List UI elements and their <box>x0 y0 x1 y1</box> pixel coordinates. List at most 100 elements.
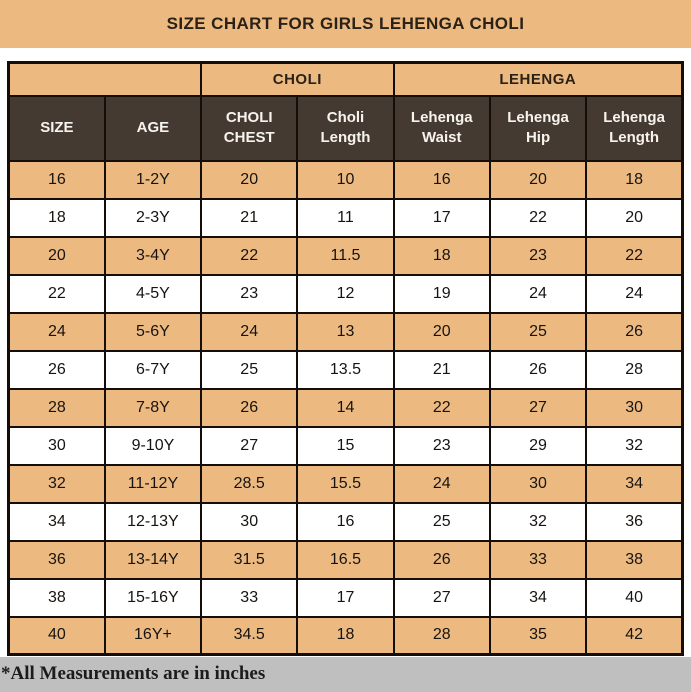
column-header: CHOLI CHEST <box>200 94 299 162</box>
column-header: SIZE <box>7 94 106 162</box>
table-cell: 23 <box>392 425 491 466</box>
table-cell: 22 <box>200 235 299 276</box>
table-cell: 32 <box>488 501 588 542</box>
table-cell: 36 <box>7 539 106 580</box>
table-cell: 14 <box>296 387 395 428</box>
table-cell: 15 <box>296 425 395 466</box>
table-cell: 25 <box>392 501 491 542</box>
table-cell: 26 <box>585 311 684 352</box>
table-cell: 11.5 <box>296 235 395 276</box>
table-cell: 22 <box>392 387 491 428</box>
table-cell: 11 <box>296 197 395 238</box>
table-cell: 21 <box>200 197 299 238</box>
table-cell: 33 <box>488 539 588 580</box>
table-cell: 13 <box>296 311 395 352</box>
table-row: 22 4-5Y 23 12 19 24 24 <box>7 273 684 314</box>
table-cell: 15-16Y <box>103 577 203 618</box>
table-cell: 38 <box>585 539 684 580</box>
table-cell: 18 <box>585 159 684 200</box>
column-header-row: SIZE AGE CHOLI CHEST Choli Length Lehenga Wa… <box>7 94 684 162</box>
table-cell: 25 <box>200 349 299 390</box>
footer-bar: *All Measurements are in inches <box>0 657 691 692</box>
table-cell: 32 <box>585 425 684 466</box>
table-cell: 19 <box>392 273 491 314</box>
table-cell: 35 <box>488 615 588 656</box>
table-cell: 20 <box>392 311 491 352</box>
table-cell: 38 <box>7 577 106 618</box>
table-cell: 13.5 <box>296 349 395 390</box>
table-cell: 26 <box>488 349 588 390</box>
table-cell: 20 <box>200 159 299 200</box>
table-cell: 31.5 <box>200 539 299 580</box>
group-header-lehenga: LEHENGA <box>392 61 684 97</box>
table-cell: 20 <box>488 159 588 200</box>
table-cell: 17 <box>392 197 491 238</box>
table-cell: 24 <box>488 273 588 314</box>
table-cell: 33 <box>200 577 299 618</box>
table-cell: 40 <box>7 615 106 656</box>
table-cell: 23 <box>200 273 299 314</box>
page-title: SIZE CHART FOR GIRLS LEHENGA CHOLI <box>166 14 525 33</box>
table-cell: 26 <box>7 349 106 390</box>
table-cell: 27 <box>392 577 491 618</box>
table-cell: 30 <box>585 387 684 428</box>
table-header: CHOLI LEHENGA SIZE AGE CHOLI CHEST Choli Len… <box>7 61 684 162</box>
table-cell: 24 <box>200 311 299 352</box>
table-row: 26 6-7Y 25 13.5 21 26 28 <box>7 349 684 390</box>
table-row: 28 7-8Y 26 14 22 27 30 <box>7 387 684 428</box>
table-cell: 40 <box>585 577 684 618</box>
table-cell: 25 <box>488 311 588 352</box>
table-cell: 30 <box>488 463 588 504</box>
table-row: 20 3-4Y 22 11.5 18 23 22 <box>7 235 684 276</box>
table-row: 36 13-14Y 31.5 16.5 26 33 38 <box>7 539 684 580</box>
table-cell: 16 <box>296 501 395 542</box>
title-banner: SIZE CHART FOR GIRLS LEHENGA CHOLI <box>0 0 691 48</box>
column-header: Lehenga Hip <box>488 94 588 162</box>
table-cell: 5-6Y <box>103 311 203 352</box>
table-cell: 32 <box>7 463 106 504</box>
measurements-note: *All Measurements are in inches <box>1 663 266 684</box>
table-cell: 4-5Y <box>103 273 203 314</box>
table-cell: 22 <box>488 197 588 238</box>
group-header-empty <box>7 61 203 97</box>
table-cell: 18 <box>296 615 395 656</box>
table-cell: 18 <box>392 235 491 276</box>
table-cell: 12-13Y <box>103 501 203 542</box>
table-cell: 18 <box>7 197 106 238</box>
table-cell: 24 <box>585 273 684 314</box>
table-cell: 10 <box>296 159 395 200</box>
table-cell: 2-3Y <box>103 197 203 238</box>
table-cell: 1-2Y <box>103 159 203 200</box>
table-cell: 17 <box>296 577 395 618</box>
group-header-row: CHOLI LEHENGA <box>7 61 684 97</box>
table-cell: 12 <box>296 273 395 314</box>
table-cell: 34 <box>585 463 684 504</box>
table-row: 32 11-12Y 28.5 15.5 24 30 34 <box>7 463 684 504</box>
table-cell: 24 <box>7 311 106 352</box>
table-body: 16 1-2Y 20 10 16 20 18 18 2-3Y 21 11 17 22 20 20 3-4Y 22… <box>7 159 684 656</box>
column-header: AGE <box>103 94 203 162</box>
table-cell: 20 <box>585 197 684 238</box>
table-cell: 20 <box>7 235 106 276</box>
table-row: 16 1-2Y 20 10 16 20 18 <box>7 159 684 200</box>
table-cell: 34 <box>7 501 106 542</box>
column-header: Lehenga Waist <box>392 94 491 162</box>
table-cell: 22 <box>585 235 684 276</box>
table-cell: 34 <box>488 577 588 618</box>
table-cell: 16.5 <box>296 539 395 580</box>
size-chart-table: CHOLI LEHENGA SIZE AGE CHOLI CHEST Choli Len… <box>7 61 684 656</box>
table-cell: 23 <box>488 235 588 276</box>
column-header: Choli Length <box>296 94 395 162</box>
column-header: Lehenga Length <box>585 94 684 162</box>
table-cell: 27 <box>200 425 299 466</box>
table-cell: 22 <box>7 273 106 314</box>
table-cell: 24 <box>392 463 491 504</box>
table-cell: 11-12Y <box>103 463 203 504</box>
table-row: 34 12-13Y 30 16 25 32 36 <box>7 501 684 542</box>
table-cell: 30 <box>7 425 106 466</box>
table-row: 18 2-3Y 21 11 17 22 20 <box>7 197 684 238</box>
table-row: 30 9-10Y 27 15 23 29 32 <box>7 425 684 466</box>
table-cell: 28.5 <box>200 463 299 504</box>
table-row: 24 5-6Y 24 13 20 25 26 <box>7 311 684 352</box>
table-cell: 15.5 <box>296 463 395 504</box>
